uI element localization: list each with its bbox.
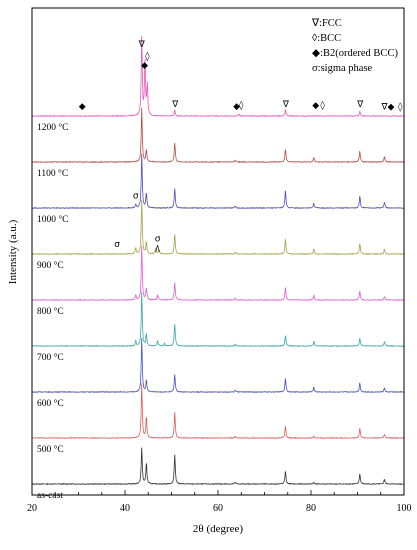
legend-entry-sigma: σ:sigma phase	[312, 63, 373, 74]
trace-label-500-c: 500 °C	[37, 444, 64, 455]
peak-marker-4: ◆	[79, 102, 86, 112]
sigma-arrow-2	[157, 244, 160, 253]
trace-label-900-c: 900 °C	[37, 260, 64, 271]
peak-marker-17: σ	[155, 234, 161, 244]
peak-marker-15: σ	[133, 191, 139, 201]
trace-as-cast	[31, 447, 405, 486]
trace-600-c	[31, 337, 405, 394]
peak-marker-7: ◊	[239, 100, 244, 111]
trace-800-c	[31, 245, 404, 302]
peak-marker-12: ∇	[380, 102, 388, 112]
x-axis: 20 40 60 80 100	[27, 490, 412, 514]
peak-marker-group: ∇◊◆◆ ∇ ◆◊ ∇ ◆ ◊ ∇ ∇ ◆ ◊σσσ	[79, 40, 403, 253]
peak-marker-16: σ	[114, 240, 120, 250]
x-tick-label-80: 80	[306, 503, 316, 514]
trace-label-as-cast: as-cast	[37, 491, 63, 501]
trace-1000-c	[31, 153, 405, 210]
trace-label-700-c: 700 °C	[37, 352, 64, 363]
peak-marker-13: ◆	[388, 102, 395, 112]
x-axis-label: 2θ (degree)	[193, 523, 243, 535]
x-tick-label-20: 20	[27, 503, 37, 514]
peak-marker-14: ◊	[398, 101, 403, 112]
trace-label-1000-c: 1000 °C	[37, 214, 69, 225]
trace-900-c	[31, 199, 405, 256]
trace-label-600-c: 600 °C	[37, 398, 64, 409]
peak-marker-2: ◊	[145, 51, 150, 62]
y-axis-label: Intensity (a.u.)	[7, 219, 19, 284]
legend-entry-bcc: ◊:BCC	[312, 33, 341, 44]
peak-marker-1: ∇	[138, 40, 146, 50]
peak-marker-10: ◊	[320, 100, 325, 111]
peak-marker-3: ◆	[141, 61, 148, 71]
plot-frame	[31, 7, 405, 496]
peak-marker-6: ◆	[233, 102, 240, 112]
legend: ∇:FCC ◊:BCC ◆:B2(ordered BCC) σ:sigma ph…	[311, 18, 398, 74]
trace-label-800-c: 800 °C	[37, 306, 64, 317]
peak-marker-8: ∇	[282, 100, 290, 110]
trace-group	[31, 35, 405, 486]
trace-500-c	[31, 383, 405, 440]
peak-marker-5: ∇	[171, 100, 179, 110]
sigma-arrow-1	[155, 244, 158, 253]
legend-entry-fcc: ∇:FCC	[311, 18, 342, 29]
trace-1200-c	[31, 35, 405, 118]
x-tick-label-100: 100	[397, 503, 412, 514]
trace-label-1200-c: 1200 °C	[37, 122, 69, 133]
trace-1100-c	[32, 107, 405, 164]
trace-700-c	[32, 291, 405, 348]
x-tick-label-40: 40	[120, 503, 130, 514]
trace-label-group: as-cast 500 °C 600 °C 700 °C 800 °C 900 °C 100…	[37, 122, 69, 501]
peak-marker-9: ◆	[312, 101, 319, 111]
x-tick-label-60: 60	[213, 503, 223, 514]
peak-marker-11: ∇	[356, 100, 364, 110]
legend-entry-b2: ◆:B2(ordered BCC)	[312, 48, 398, 59]
trace-label-1100-c: 1100 °C	[37, 168, 68, 179]
